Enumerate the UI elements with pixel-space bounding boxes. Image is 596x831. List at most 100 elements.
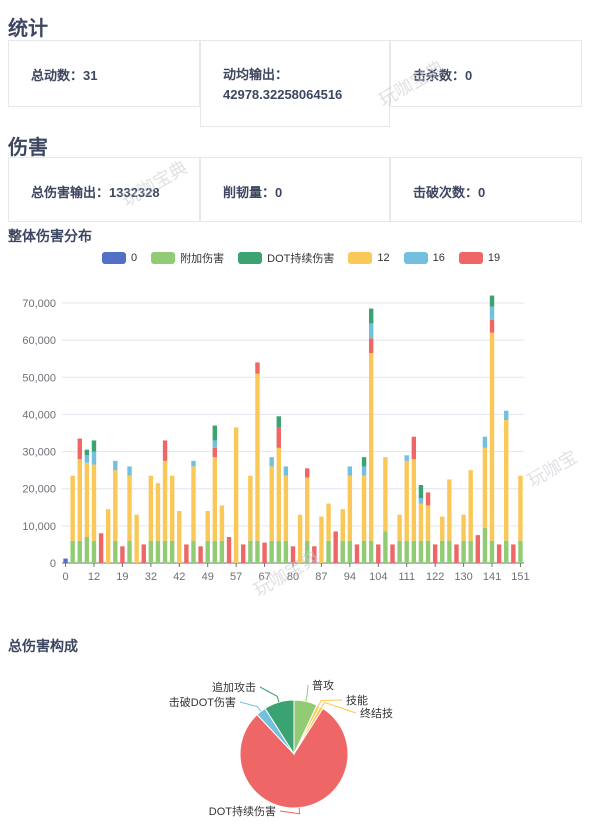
bar-segment[interactable] (489, 540, 495, 563)
legend-item-dot-damage[interactable]: DOT持续伤害 (238, 250, 334, 266)
bar-segment[interactable] (155, 540, 161, 563)
bar-segment[interactable] (411, 540, 417, 563)
bar-segment[interactable] (383, 457, 388, 532)
bar-segment[interactable] (376, 544, 381, 563)
bar-segment[interactable] (340, 540, 345, 563)
bar-segment[interactable] (404, 455, 409, 461)
bar-segment[interactable] (496, 544, 502, 563)
bar-segment[interactable] (105, 509, 111, 563)
bar-segment-dot[interactable] (84, 449, 90, 456)
bar-segment[interactable] (219, 505, 225, 541)
bar-segment[interactable] (368, 353, 374, 541)
bar-segment[interactable] (191, 460, 196, 467)
bar-segment[interactable] (91, 540, 97, 563)
legend-item-extra-damage[interactable]: 附加伤害 (151, 250, 224, 266)
bar-segment[interactable] (518, 475, 523, 541)
bar-segment[interactable] (91, 464, 97, 541)
bar-segment[interactable] (461, 540, 466, 563)
bar-segment[interactable] (155, 483, 161, 541)
bar-segment[interactable] (212, 457, 218, 541)
bar-segment[interactable] (290, 546, 296, 563)
bar-segment-dot[interactable] (361, 457, 367, 467)
bar-segment[interactable] (404, 540, 409, 563)
bar-segment[interactable] (241, 544, 246, 563)
bar-segment[interactable] (212, 447, 218, 458)
bar-segment[interactable] (518, 540, 523, 563)
bar-segment[interactable] (84, 537, 90, 563)
bar-segment[interactable] (347, 540, 353, 563)
bar-segment[interactable] (262, 542, 267, 563)
bar-segment[interactable] (91, 451, 97, 465)
bar-segment[interactable] (475, 535, 481, 563)
bar-segment[interactable] (489, 319, 495, 333)
bar-segment[interactable] (70, 475, 75, 541)
bar-segment-dot[interactable] (276, 416, 281, 428)
bar-segment[interactable] (219, 540, 225, 563)
bar-segment[interactable] (169, 475, 175, 541)
bar-segment[interactable] (418, 498, 424, 504)
bar-segment[interactable] (269, 457, 274, 467)
bar-segment[interactable] (212, 540, 218, 563)
bar-segment[interactable] (162, 540, 168, 563)
legend-item-0[interactable]: 0 (102, 252, 137, 264)
bar-segment[interactable] (482, 436, 488, 448)
bar-segment[interactable] (77, 438, 82, 459)
bar-segment[interactable] (162, 440, 168, 461)
bar-segment[interactable] (447, 479, 452, 541)
bar-segment[interactable] (368, 540, 374, 563)
bar-segment[interactable] (368, 323, 374, 339)
bar-segment[interactable] (482, 527, 488, 563)
bar-segment[interactable] (305, 540, 310, 563)
bar-segment-dot[interactable] (212, 425, 218, 441)
bar-segment[interactable] (305, 477, 310, 541)
bar-segment[interactable] (404, 460, 409, 541)
bar-segment[interactable] (233, 427, 239, 563)
bar-segment[interactable] (489, 332, 495, 541)
bar-segment[interactable] (368, 338, 374, 354)
bar-segment[interactable] (504, 410, 509, 420)
bar-segment[interactable] (248, 540, 253, 563)
bar-segment[interactable] (84, 462, 90, 537)
bar-segment[interactable] (326, 503, 331, 541)
bar-segment[interactable] (305, 468, 310, 478)
bar-segment[interactable] (432, 544, 438, 563)
bar-segment[interactable] (148, 540, 154, 563)
bar-segment[interactable] (340, 509, 345, 541)
bar-segment[interactable] (333, 531, 338, 563)
bar-segment[interactable] (411, 436, 417, 459)
bar-segment[interactable] (361, 475, 367, 541)
bar-segment[interactable] (70, 540, 75, 563)
bar-segment[interactable] (134, 514, 139, 563)
bar-segment[interactable] (461, 514, 466, 541)
bar-segment[interactable] (127, 540, 132, 563)
bar-segment[interactable] (255, 373, 260, 541)
bar-segment[interactable] (77, 459, 82, 541)
bar-segment[interactable] (511, 544, 516, 563)
bar-segment[interactable] (468, 470, 473, 541)
bar-segment[interactable] (113, 460, 118, 471)
bar-segment[interactable] (283, 540, 289, 563)
pie-slice[interactable] (264, 699, 295, 756)
bar-segment[interactable] (390, 544, 395, 563)
bar-segment[interactable] (504, 540, 509, 563)
bar-segment-dot[interactable] (368, 308, 374, 324)
bar-segment[interactable] (397, 540, 402, 563)
bar-chart-legend[interactable]: 0 附加伤害 DOT持续伤害 12 16 19 (102, 250, 514, 266)
bar-segment[interactable] (440, 540, 445, 563)
bar-segment[interactable] (283, 466, 289, 476)
bar-segment[interactable] (411, 459, 417, 541)
bar-segment[interactable] (454, 544, 459, 563)
bar-segment[interactable] (191, 466, 196, 541)
bar-segment[interactable] (84, 455, 90, 463)
bar-segment[interactable] (184, 544, 189, 563)
bar-segment[interactable] (198, 546, 203, 563)
bar-segment[interactable] (191, 540, 196, 563)
bar-segment[interactable] (205, 511, 210, 541)
bar-segment[interactable] (319, 516, 324, 563)
bar-segment[interactable] (482, 447, 488, 528)
bar-segment[interactable] (361, 540, 367, 563)
bar-segment[interactable] (354, 544, 360, 563)
bar-segment[interactable] (98, 533, 104, 563)
bar-segment[interactable] (248, 475, 253, 541)
legend-item-16[interactable]: 16 (403, 252, 445, 264)
